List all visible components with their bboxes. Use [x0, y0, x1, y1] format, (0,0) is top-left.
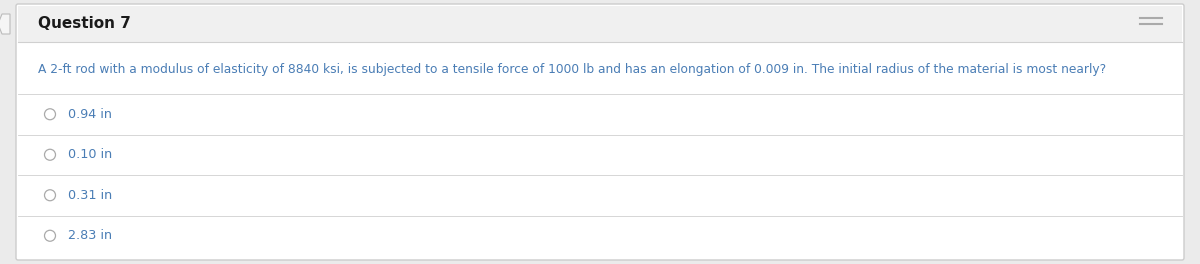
FancyBboxPatch shape [16, 4, 1184, 260]
Ellipse shape [44, 149, 55, 160]
Text: 0.10 in: 0.10 in [68, 148, 113, 161]
Text: 0.94 in: 0.94 in [68, 108, 112, 121]
Text: 0.31 in: 0.31 in [68, 189, 113, 202]
Text: A 2-ft rod with a modulus of elasticity of 8840 ksi, is subjected to a tensile f: A 2-ft rod with a modulus of elasticity … [38, 64, 1106, 77]
Text: Question 7: Question 7 [38, 16, 131, 31]
Bar [18, 6, 1182, 42]
Text: 2.83 in: 2.83 in [68, 229, 112, 242]
Polygon shape [0, 14, 10, 34]
Ellipse shape [44, 230, 55, 241]
Ellipse shape [44, 109, 55, 120]
Ellipse shape [44, 190, 55, 201]
